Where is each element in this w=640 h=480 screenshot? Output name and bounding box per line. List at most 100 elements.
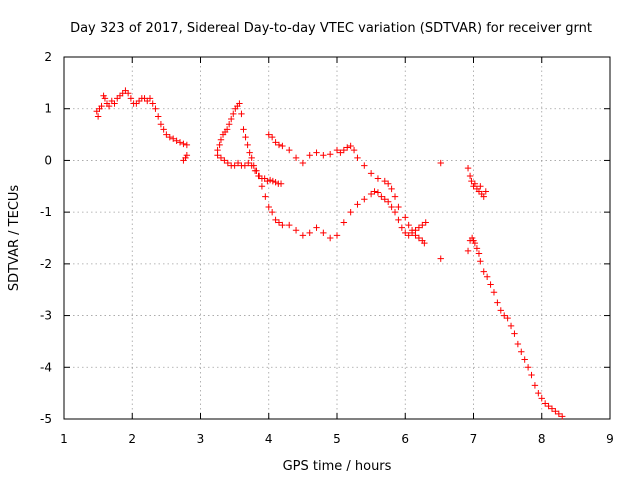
data-point — [381, 177, 388, 185]
data-point — [412, 232, 419, 239]
data-point — [437, 159, 444, 167]
data-point — [531, 382, 539, 389]
data-point — [264, 177, 271, 185]
series-arc-early — [93, 87, 191, 149]
data-point — [384, 180, 392, 187]
y-tick-label: -3 — [40, 309, 52, 323]
data-point — [340, 146, 348, 154]
data-point — [223, 126, 231, 133]
data-point — [548, 405, 556, 412]
data-point — [242, 133, 249, 141]
data-point — [350, 146, 358, 154]
data-point — [160, 126, 167, 133]
data-point — [415, 234, 423, 242]
y-tick-labels: 2 1 0 -1 -2 -3 -4 -5 — [40, 50, 52, 426]
data-point — [157, 121, 165, 128]
data-point — [405, 221, 412, 229]
data-point — [471, 239, 479, 247]
data-point — [477, 183, 484, 190]
x-tick-label: 3 — [197, 432, 205, 446]
data-point — [127, 95, 135, 102]
data-point — [183, 141, 191, 149]
plot-frame — [63, 56, 611, 420]
data-point — [367, 170, 375, 177]
data-point — [228, 115, 235, 123]
data-point — [483, 273, 491, 280]
series-arc-isolated-mid — [437, 159, 444, 262]
data-point — [378, 193, 385, 200]
data-point — [98, 102, 105, 110]
data-point — [217, 136, 225, 143]
data-point — [279, 221, 286, 229]
data-point — [471, 180, 479, 187]
data-point — [262, 193, 269, 200]
data-point — [275, 141, 283, 149]
x-tick-label: 2 — [128, 432, 136, 446]
data-point — [381, 196, 388, 203]
data-point — [559, 413, 566, 420]
data-point — [94, 113, 102, 120]
data-point — [361, 196, 368, 203]
data-point — [374, 189, 382, 196]
data-point — [402, 214, 409, 221]
data-point — [292, 227, 300, 234]
y-axis-label: SDTVAR / TECUs — [7, 185, 22, 292]
x-tick-label: 6 — [401, 432, 409, 446]
data-point — [347, 208, 354, 216]
data-point — [320, 229, 327, 237]
data-point — [238, 110, 245, 118]
data-point — [248, 154, 255, 162]
data-point — [361, 162, 368, 169]
data-point — [437, 255, 444, 262]
y-tick-label: -5 — [40, 412, 52, 426]
data-point — [154, 113, 162, 120]
y-tick-label: -1 — [40, 205, 52, 219]
data-point — [340, 219, 348, 226]
data-point — [244, 141, 251, 149]
data-point — [333, 232, 341, 239]
data-point — [388, 185, 395, 193]
data-point — [405, 232, 412, 239]
data-point — [464, 164, 472, 172]
data-point — [265, 203, 272, 211]
data-point — [313, 224, 320, 231]
y-tick-label: -2 — [40, 257, 52, 271]
data-point — [299, 232, 307, 239]
data-point — [482, 188, 489, 195]
x-tick-label: 1 — [60, 432, 68, 446]
data-point — [337, 149, 344, 156]
data-point — [173, 137, 180, 144]
data-point — [269, 177, 277, 185]
data-point — [347, 142, 354, 150]
data-point — [487, 281, 494, 288]
data-point — [180, 140, 187, 148]
data-point — [391, 208, 399, 216]
data-point — [240, 126, 247, 133]
y-tick-label: 1 — [44, 102, 52, 116]
data-point — [245, 159, 252, 167]
data-point — [464, 247, 472, 255]
data-point — [490, 289, 498, 296]
y-tick-label: -4 — [40, 360, 52, 374]
data-point — [402, 229, 409, 237]
data-point — [299, 159, 307, 167]
data-point — [354, 201, 361, 208]
data-point — [272, 139, 279, 146]
data-point — [480, 193, 487, 200]
data-point — [333, 146, 341, 154]
y-tick-label: 2 — [44, 50, 52, 64]
data-point — [501, 312, 508, 319]
data-point — [149, 100, 156, 107]
data-point — [468, 177, 475, 185]
data-point — [265, 131, 272, 138]
data-point — [234, 159, 242, 167]
data-point — [477, 258, 484, 265]
data-point — [101, 95, 109, 102]
data-point — [221, 157, 228, 164]
data-point — [395, 216, 402, 224]
axis-ticks — [63, 56, 611, 420]
data-point — [231, 162, 238, 169]
data-point — [183, 152, 191, 159]
data-point — [497, 307, 504, 314]
data-point — [480, 268, 487, 275]
